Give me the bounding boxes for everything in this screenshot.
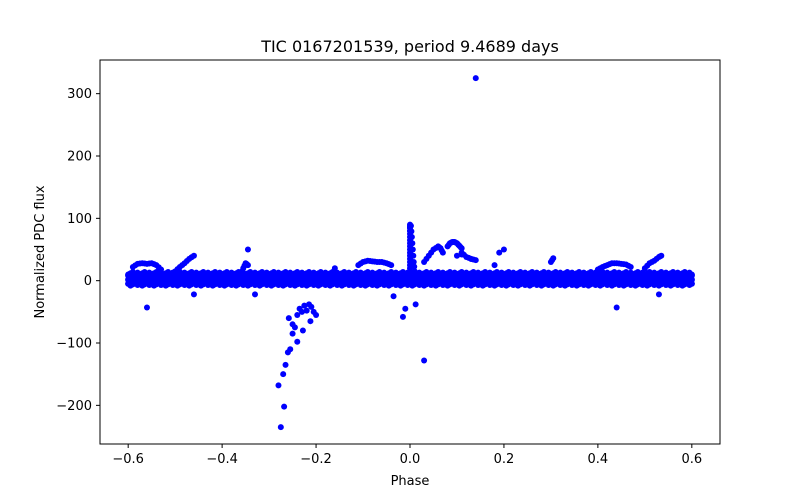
data-point bbox=[244, 262, 251, 269]
data-point bbox=[158, 266, 165, 273]
data-point bbox=[388, 262, 395, 269]
data-point bbox=[390, 293, 397, 300]
data-point bbox=[190, 291, 197, 298]
x-tick-label: 0.0 bbox=[400, 452, 421, 467]
plot-area bbox=[125, 75, 695, 431]
data-point bbox=[500, 246, 507, 253]
data-point bbox=[409, 240, 416, 247]
data-point bbox=[143, 304, 150, 311]
data-point bbox=[658, 252, 665, 259]
data-point bbox=[627, 263, 634, 270]
data-point bbox=[468, 255, 475, 262]
data-point bbox=[252, 291, 258, 298]
data-point bbox=[301, 302, 308, 309]
data-point bbox=[412, 301, 419, 308]
data-point bbox=[439, 249, 446, 256]
y-tick-label: 0 bbox=[84, 274, 92, 289]
data-point bbox=[289, 321, 296, 328]
y-tick-label: 100 bbox=[67, 212, 92, 227]
data-point bbox=[281, 403, 288, 410]
data-point bbox=[453, 252, 460, 259]
data-point bbox=[298, 308, 305, 315]
data-point bbox=[313, 311, 320, 318]
data-point bbox=[408, 234, 415, 241]
data-point bbox=[410, 258, 417, 265]
data-point bbox=[289, 330, 296, 337]
data-point bbox=[458, 251, 465, 258]
data-point bbox=[688, 280, 695, 287]
data-point bbox=[399, 313, 406, 320]
data-point bbox=[472, 75, 479, 82]
data-point bbox=[294, 311, 301, 318]
data-point bbox=[331, 265, 338, 272]
data-point bbox=[308, 303, 315, 310]
data-point bbox=[409, 246, 416, 253]
x-tick-label: 0.2 bbox=[494, 452, 515, 467]
y-axis-label: Normalized PDC flux bbox=[33, 185, 48, 318]
data-point bbox=[287, 346, 294, 353]
y-tick-label: −200 bbox=[56, 399, 92, 414]
data-point bbox=[282, 361, 289, 368]
data-point bbox=[408, 228, 415, 235]
data-point bbox=[307, 318, 314, 325]
data-point bbox=[458, 245, 465, 252]
data-point bbox=[655, 291, 662, 298]
data-point bbox=[277, 424, 284, 431]
chart-title: TIC 0167201539, period 9.4689 days bbox=[260, 37, 559, 56]
data-point bbox=[294, 338, 301, 345]
data-point bbox=[402, 305, 409, 312]
plot-frame bbox=[99, 59, 721, 445]
data-point bbox=[303, 307, 310, 314]
y-tick-label: 200 bbox=[67, 150, 92, 165]
data-point bbox=[472, 257, 479, 264]
data-point bbox=[496, 249, 503, 256]
data-point bbox=[491, 262, 498, 269]
data-point bbox=[285, 315, 292, 322]
data-point bbox=[275, 382, 282, 389]
data-point bbox=[299, 327, 306, 334]
y-tick-label: −100 bbox=[56, 337, 92, 352]
data-point bbox=[411, 263, 418, 270]
x-axis-label: Phase bbox=[391, 474, 430, 489]
data-point bbox=[280, 371, 287, 378]
data-point bbox=[688, 271, 695, 278]
x-tick-label: −0.6 bbox=[112, 452, 144, 467]
x-tick-label: 0.6 bbox=[681, 452, 702, 467]
x-axis-ticks: −0.6 −0.4 −0.2 0.0 0.2 0.4 0.6 bbox=[112, 444, 702, 467]
data-point bbox=[550, 255, 557, 262]
data-point bbox=[190, 252, 197, 259]
data-point bbox=[407, 222, 414, 229]
data-point bbox=[410, 252, 417, 259]
data-point bbox=[411, 268, 418, 275]
data-point bbox=[421, 357, 428, 364]
x-tick-label: −0.4 bbox=[206, 452, 238, 467]
y-axis-ticks: −200 −100 0 100 200 300 bbox=[56, 87, 100, 414]
x-tick-label: 0.4 bbox=[588, 452, 609, 467]
x-tick-label: −0.2 bbox=[300, 452, 332, 467]
data-point bbox=[613, 304, 620, 311]
y-tick-label: 300 bbox=[67, 87, 92, 102]
data-point bbox=[244, 246, 251, 253]
